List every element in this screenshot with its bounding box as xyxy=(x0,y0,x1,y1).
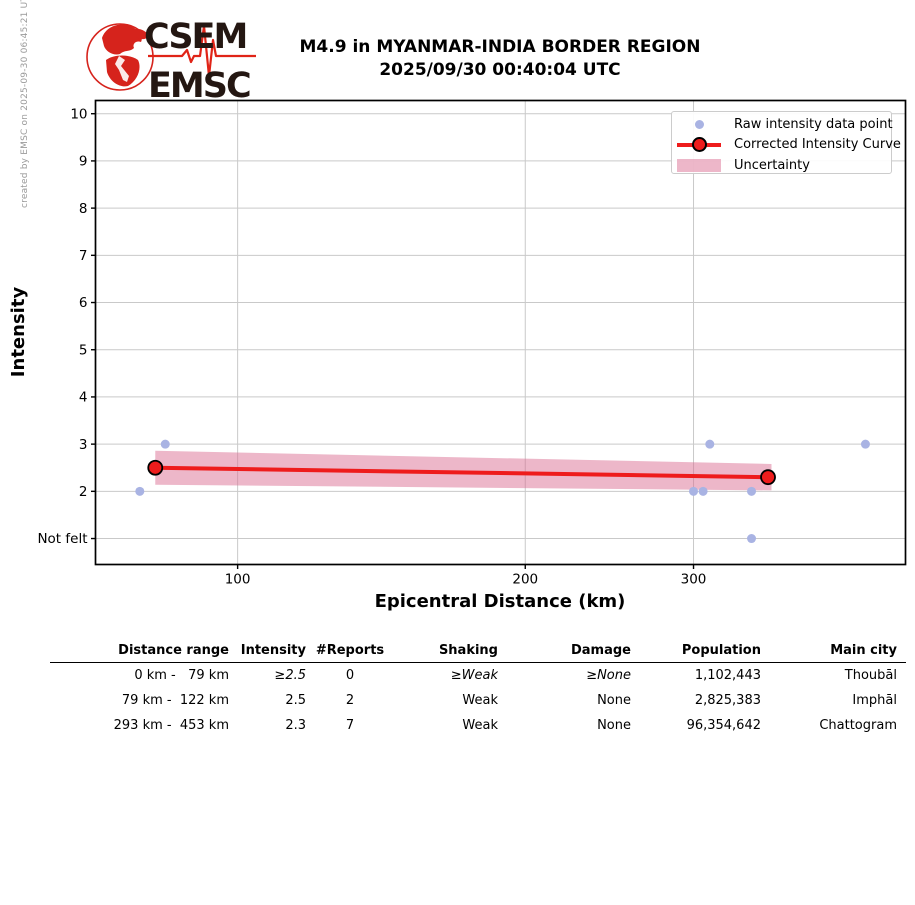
raw-data-points xyxy=(135,439,870,544)
y-tick-label: Not felt xyxy=(37,531,87,547)
intensity-distance-chart: 100 200 300 10 9 8 7 6 5 4 3 2 Not felt Epicentral D… xyxy=(8,99,907,612)
y-axis-title: Intensity xyxy=(8,287,29,378)
y-tick-label: 4 xyxy=(79,390,88,406)
raw-point xyxy=(698,486,708,496)
seismogram-icon xyxy=(148,24,256,78)
legend-label-raw: Raw intensity data point xyxy=(734,116,893,132)
x-tick-label: 300 xyxy=(681,572,707,588)
legend-label-curve: Corrected Intensity Curve xyxy=(734,137,901,153)
table-header-1: Intensity xyxy=(229,639,306,663)
table-cell: 293 km - 453 km xyxy=(113,718,229,733)
corrected-intensity-curve xyxy=(147,459,776,486)
table-header-0: Distance range xyxy=(50,639,229,663)
raw-point xyxy=(135,486,145,496)
raw-point xyxy=(860,439,870,449)
x-axis-title: Epicentral Distance (km) xyxy=(375,591,626,612)
table-row: 0 km - 79 km ≥2.5 0 ≥Weak ≥None 1,102,443 Thou… xyxy=(50,663,906,689)
y-tick-label: 3 xyxy=(79,437,88,453)
table-header-row: Distance range Intensity #Reports Shaking Da… xyxy=(50,639,906,663)
legend-item-uncertainty: Uncertainty xyxy=(672,155,891,176)
table-cell: Weak xyxy=(462,693,498,708)
table-header-4: Damage xyxy=(498,639,631,663)
corrected-curve-marker xyxy=(760,469,776,486)
table-cell: None xyxy=(597,693,631,708)
impact-summary-table: Distance range Intensity #Reports Shaking Da… xyxy=(50,639,906,738)
table-cell: ≥2.5 xyxy=(274,668,306,683)
table-cell: ≥Weak xyxy=(450,668,498,683)
table-cell: None xyxy=(597,718,631,733)
raw-point-swatch xyxy=(672,119,726,129)
table-cell: Imphāl xyxy=(852,693,897,708)
table-header-5: Population xyxy=(631,639,761,663)
x-tick-label: 200 xyxy=(512,572,538,588)
globe-icon xyxy=(86,23,154,91)
corrected-curve-line xyxy=(155,465,769,480)
table-cell: Weak xyxy=(462,718,498,733)
table-cell: 7 xyxy=(345,718,355,733)
y-tick-label: 9 xyxy=(79,154,88,170)
curve-swatch xyxy=(672,137,726,153)
legend-item-raw: Raw intensity data point xyxy=(672,114,893,135)
chart-title: M4.9 in MYANMAR-INDIA BORDER REGION 2025… xyxy=(95,36,905,82)
table-cell: ≥None xyxy=(586,668,631,683)
y-tick-label: 8 xyxy=(79,201,88,217)
y-tick-label: 10 xyxy=(70,106,87,122)
table-cell: 2,825,383 xyxy=(694,693,761,708)
legend-item-curve: Corrected Intensity Curve xyxy=(672,135,901,156)
table-cell: 96,354,642 xyxy=(686,718,761,733)
table-cell: 79 km - 122 km xyxy=(121,693,229,708)
logo-text-csem: CSEM xyxy=(144,17,246,57)
raw-point xyxy=(689,486,699,496)
table-header-6: Main city xyxy=(761,639,906,663)
legend: Raw intensity data point Corrected Inten… xyxy=(671,111,901,176)
legend-label-uncertainty: Uncertainty xyxy=(734,157,810,173)
axis-ticks: 100 200 300 10 9 8 7 6 5 4 3 2 Not felt xyxy=(37,106,706,587)
chart-title-line2: 2025/09/30 00:40:04 UTC xyxy=(379,60,621,80)
table-header-2: #Reports xyxy=(306,639,394,663)
logo-text-emsc: EMSC xyxy=(148,66,250,104)
table-cell: Chattogram xyxy=(819,718,897,733)
raw-point xyxy=(160,439,170,449)
table-cell: Thoubāl xyxy=(844,668,897,683)
chart-title-line1: M4.9 in MYANMAR-INDIA BORDER REGION xyxy=(299,37,701,57)
x-tick-label: 100 xyxy=(225,572,251,588)
table-row: 293 km - 453 km 2.3 7 Weak None 96,354,642 Cha… xyxy=(50,713,906,738)
raw-point xyxy=(747,486,757,496)
y-tick-label: 7 xyxy=(79,248,88,264)
table-header-3: Shaking xyxy=(394,639,498,663)
y-tick-label: 5 xyxy=(79,342,88,358)
table-cell: 0 km - 79 km xyxy=(134,668,229,683)
table-cell: 2 xyxy=(345,693,355,708)
table-cell: 2.3 xyxy=(285,718,306,733)
table-body: 0 km - 79 km ≥2.5 0 ≥Weak ≥None 1,102,443 Thou… xyxy=(50,663,906,739)
raw-point xyxy=(747,534,757,544)
uncertainty-swatch xyxy=(672,158,726,172)
table-cell: 0 xyxy=(345,668,355,683)
table-cell: 1,102,443 xyxy=(694,668,761,683)
csem-emsc-logo: CSEM EMSC xyxy=(86,17,256,104)
corrected-curve-marker xyxy=(147,459,164,476)
table-row: 79 km - 122 km 2.5 2 Weak None 2,825,383 Imphā… xyxy=(50,688,906,713)
y-tick-label: 6 xyxy=(79,295,88,311)
table-cell: 2.5 xyxy=(285,693,306,708)
raw-point xyxy=(705,439,715,449)
y-tick-label: 2 xyxy=(79,484,88,500)
plot-border xyxy=(94,99,907,566)
